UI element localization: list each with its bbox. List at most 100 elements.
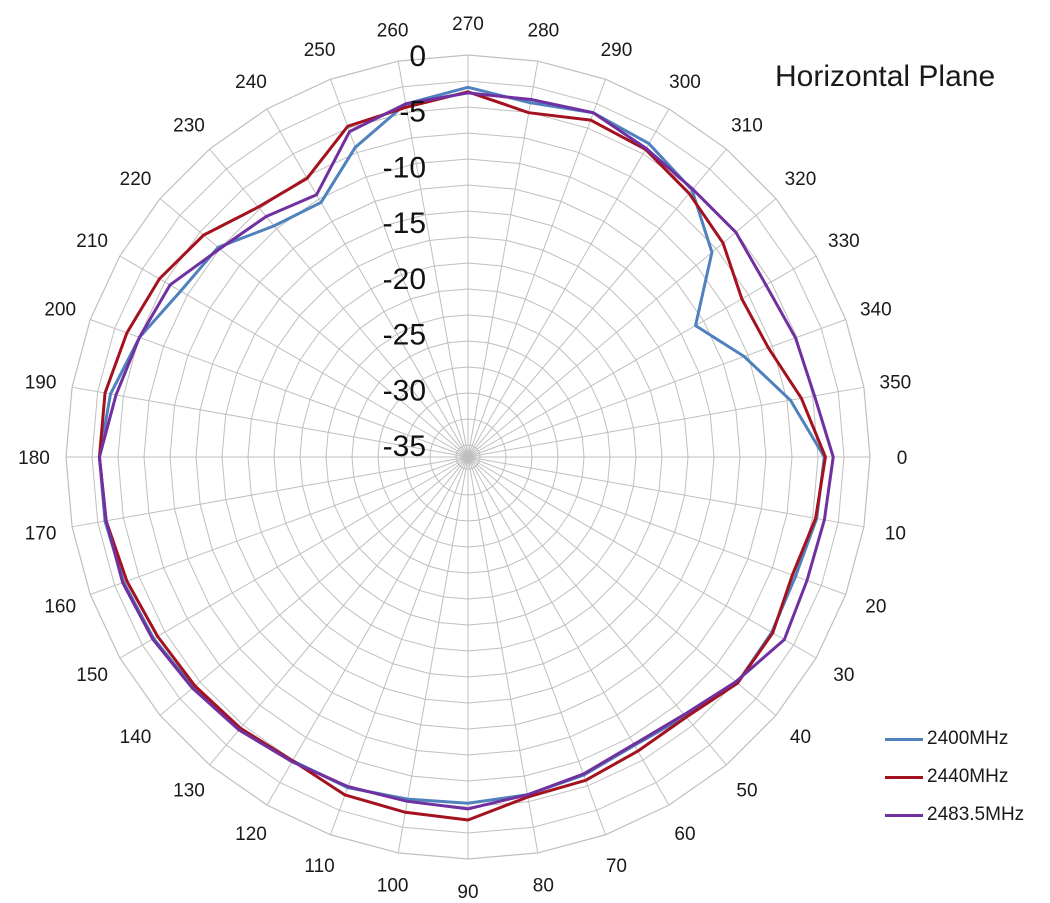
grid-spoke <box>266 108 469 458</box>
angle-tick-label: 300 <box>669 72 701 93</box>
angle-tick-label: 180 <box>18 448 50 469</box>
grid-spoke <box>266 456 469 806</box>
angle-tick-label: 120 <box>235 824 267 845</box>
grid-spoke <box>159 198 469 458</box>
angle-tick-label: 250 <box>304 40 336 61</box>
angle-tick-label: 270 <box>452 14 484 35</box>
radial-tick-label: -10 <box>383 151 426 184</box>
grid-spoke <box>330 79 469 458</box>
grid-ring <box>455 444 481 470</box>
angle-tick-label: 150 <box>76 665 108 686</box>
angle-tick-label: 340 <box>860 300 892 321</box>
grid-spoke <box>397 456 469 853</box>
series-line-3 <box>97 91 835 811</box>
grid-spoke <box>467 456 670 806</box>
grid-ring <box>195 184 741 730</box>
grid-spoke <box>397 61 469 458</box>
radial-tick-label: -35 <box>383 430 426 463</box>
angle-tick-label: 70 <box>606 856 627 877</box>
grid-ring <box>273 262 663 652</box>
angle-tick-label: 210 <box>76 231 108 252</box>
grid-ring <box>65 54 871 860</box>
angle-tick-label: 80 <box>533 875 554 896</box>
grid-spoke <box>72 456 469 528</box>
grid-ring <box>247 236 689 678</box>
grid-spoke <box>467 456 727 766</box>
chart-title: Horizontal Plane <box>775 60 996 93</box>
grid-spoke <box>467 319 846 458</box>
grid-ring <box>429 418 507 496</box>
legend-label: 2440MHz <box>927 766 1009 787</box>
angle-tick-label: 190 <box>25 373 57 394</box>
grid-spoke <box>159 456 469 716</box>
grid-ring <box>143 132 793 782</box>
angle-tick-label: 330 <box>828 231 860 252</box>
grid-ring <box>351 340 585 574</box>
grid-ring <box>299 288 637 626</box>
legend-item-series-3: 2483.5MHz <box>885 796 1024 834</box>
grid-spoke <box>467 456 539 853</box>
grid-spoke <box>90 456 469 595</box>
radial-tick-label: -5 <box>399 96 426 129</box>
angle-tick-label: 110 <box>304 856 334 877</box>
grid-spoke <box>330 456 469 835</box>
angle-tick-label: 240 <box>235 72 267 93</box>
radial-tick-label: -30 <box>383 374 426 407</box>
legend-item-series-2: 2440MHz <box>885 758 1024 796</box>
grid-spoke <box>467 386 864 458</box>
grid-spoke <box>467 456 864 528</box>
angle-tick-label: 160 <box>44 596 76 617</box>
polar-grid <box>65 54 871 860</box>
angle-tick-label: 170 <box>25 523 57 544</box>
angle-tick-labels: 0 10 20 30 40 50 60 70 80 90 100 110 120 130 140 150 160… <box>18 14 911 903</box>
legend-swatch <box>885 775 923 779</box>
grid-spoke <box>467 148 727 458</box>
legend-item-series-1: 2400MHz <box>885 720 1024 758</box>
angle-tick-label: 60 <box>674 824 695 845</box>
grid-ring <box>377 366 559 548</box>
grid-spoke <box>467 108 670 458</box>
grid-spoke <box>467 61 539 458</box>
grid-spoke <box>467 255 817 458</box>
legend: 2400MHz 2440MHz 2483.5MHz <box>885 720 1024 834</box>
radial-tick-label: 0 <box>409 40 426 73</box>
grid-ring <box>325 314 611 600</box>
grid-ring <box>117 106 819 808</box>
grid-ring <box>221 210 715 704</box>
grid-spoke <box>467 456 606 835</box>
grid-ring <box>169 158 767 756</box>
legend-swatch <box>885 813 923 817</box>
grid-spoke <box>467 79 606 458</box>
radial-tick-label: -20 <box>383 263 426 296</box>
angle-tick-label: 140 <box>120 727 152 748</box>
angle-tick-label: 40 <box>790 727 811 748</box>
legend-label: 2483.5MHz <box>927 804 1025 825</box>
grid-spoke <box>72 386 469 458</box>
angle-tick-label: 310 <box>731 116 763 137</box>
angle-tick-label: 30 <box>833 665 854 686</box>
angle-tick-label: 260 <box>377 21 409 42</box>
grid-spoke <box>209 456 469 766</box>
radial-tick-label: -25 <box>383 319 426 352</box>
grid-spoke <box>90 319 469 458</box>
radial-tick-label: -15 <box>383 207 426 240</box>
series-group <box>97 85 835 822</box>
angle-tick-label: 220 <box>120 169 152 190</box>
angle-tick-label: 50 <box>736 780 757 801</box>
angle-tick-label: 90 <box>457 882 478 903</box>
angle-tick-label: 350 <box>880 373 912 394</box>
angle-tick-label: 320 <box>785 169 817 190</box>
grid-spoke <box>209 148 469 458</box>
angle-tick-label: 0 <box>897 448 908 469</box>
grid-spoke <box>467 456 846 595</box>
angle-tick-label: 10 <box>885 523 906 544</box>
grid-spoke <box>119 255 469 458</box>
angle-tick-label: 230 <box>173 116 205 137</box>
legend-swatch <box>885 737 923 741</box>
radial-tick-labels: 0 -5 -10 -15 -20 -25 -30 -35 <box>383 40 426 463</box>
grid-spoke <box>467 198 777 458</box>
grid-spoke <box>467 456 817 659</box>
angle-tick-label: 290 <box>601 40 633 61</box>
legend-label: 2400MHz <box>927 728 1009 749</box>
